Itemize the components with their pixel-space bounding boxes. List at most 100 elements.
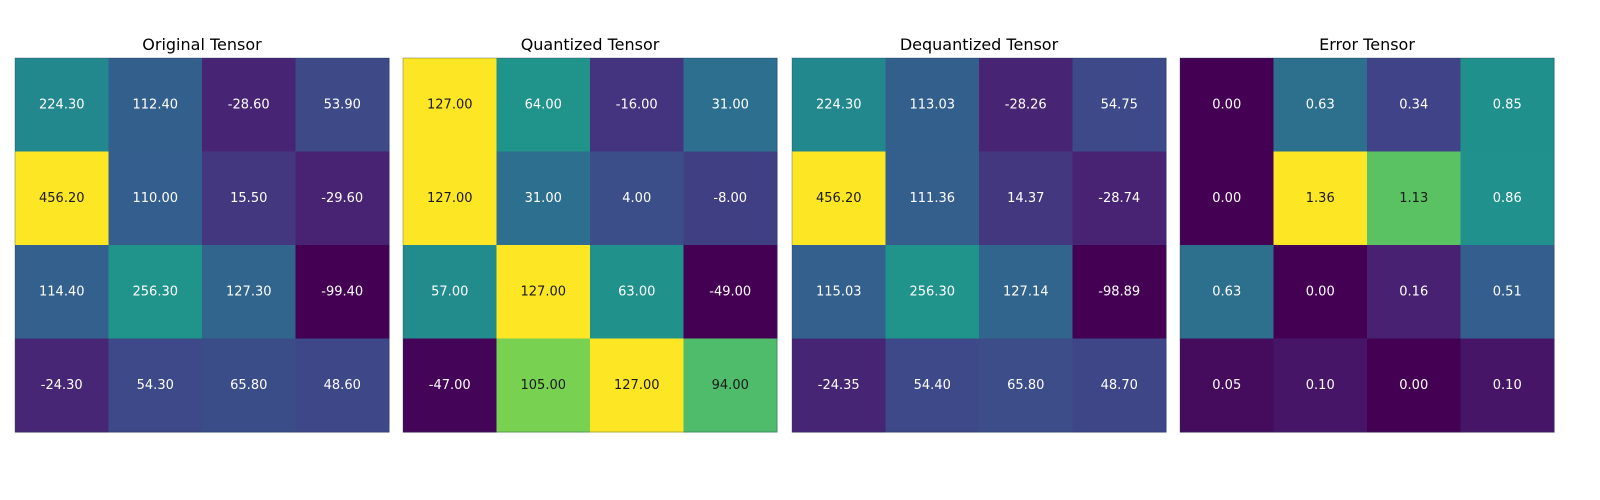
heatmap-cell — [1460, 151, 1555, 246]
heatmap-panel-3: Dequantized Tensor 224.30 113.03 -28.26 54.7… — [791, 35, 1167, 433]
heatmap-title: Dequantized Tensor — [900, 35, 1059, 54]
heatmap-cell-label: 127.00 — [427, 97, 473, 112]
heatmap-cell-label: 127.30 — [226, 284, 272, 299]
heatmap-cell — [403, 151, 497, 246]
heatmap-frame — [402, 57, 778, 433]
heatmap-cell-label: -47.00 — [429, 378, 471, 393]
heatmap-cell — [683, 151, 778, 246]
heatmap-cell-label: 31.00 — [712, 97, 749, 112]
heatmap-cell-label: -24.35 — [818, 378, 860, 393]
heatmap-cell — [202, 338, 296, 433]
heatmap-title: Quantized Tensor — [521, 35, 660, 54]
heatmap-cell-label: 256.30 — [910, 284, 956, 299]
heatmap-cell-label: 1.13 — [1399, 191, 1428, 206]
heatmap-cell-label: -28.74 — [1098, 191, 1140, 206]
heatmap-cell-label: 224.30 — [816, 97, 862, 112]
heatmap-cell — [1273, 338, 1368, 433]
heatmap-cell-label: -8.00 — [713, 191, 747, 206]
heatmap-cell-label: 127.00 — [614, 378, 660, 393]
heatmap-cell — [979, 151, 1073, 246]
heatmap-cell — [1180, 58, 1274, 152]
heatmap-cell — [496, 58, 591, 152]
heatmap-cell — [590, 245, 684, 339]
heatmap-cell — [1180, 151, 1274, 246]
heatmap-cell-label: 114.40 — [39, 284, 85, 299]
heatmap-cell — [1273, 151, 1368, 246]
heatmap-cell-label: 63.00 — [618, 284, 655, 299]
heatmap-cell-label: 0.16 — [1399, 284, 1428, 299]
heatmap-cell — [792, 151, 886, 246]
heatmap-cell — [403, 245, 497, 339]
heatmap-cell-label: 94.00 — [712, 378, 749, 393]
heatmap-cell-label: 53.90 — [324, 97, 361, 112]
heatmap-cell — [1072, 58, 1167, 152]
heatmap-cell-label: -99.40 — [321, 284, 363, 299]
heatmap-cell — [590, 151, 684, 246]
heatmap-cell — [15, 58, 109, 152]
heatmap-cell-label: 113.03 — [910, 97, 956, 112]
heatmap-cell — [295, 151, 390, 246]
heatmap-cell-label: 0.00 — [1212, 191, 1241, 206]
heatmap-cell-label: 0.34 — [1399, 97, 1428, 112]
heatmap-cell — [979, 58, 1073, 152]
heatmap-cell — [1072, 338, 1167, 433]
heatmap-panel-4: Error Tensor 0.00 0.63 0.34 0.85 0.00 1.36 1.13… — [1179, 35, 1555, 433]
heatmap-cell — [792, 338, 886, 433]
heatmap-cell — [295, 338, 390, 433]
heatmap-panel-2: Quantized Tensor 127.00 64.00 -16.00 31.00 12… — [402, 35, 778, 433]
heatmap-frame — [14, 57, 390, 433]
heatmap-cell-label: -28.26 — [1005, 97, 1047, 112]
heatmap-cell — [1072, 245, 1167, 339]
heatmap-cell-label: 1.36 — [1306, 191, 1335, 206]
heatmap-cell-label: 14.37 — [1007, 191, 1044, 206]
heatmap-panel-1: Original Tensor 224.30 112.40 -28.60 53.90 45… — [14, 35, 390, 433]
heatmap-cell-label: 224.30 — [39, 97, 85, 112]
heatmap-cell — [202, 58, 296, 152]
heatmap-cell — [683, 338, 778, 433]
heatmap-cell-label: 115.03 — [816, 284, 862, 299]
heatmap-cell-label: -28.60 — [228, 97, 270, 112]
heatmap-cell-label: 0.00 — [1212, 97, 1241, 112]
heatmap-cell-label: 15.50 — [230, 191, 267, 206]
heatmap-cell-label: 127.14 — [1003, 284, 1049, 299]
heatmap-cell — [792, 245, 886, 339]
heatmap-cell — [108, 338, 203, 433]
heatmap-cell-label: -16.00 — [616, 97, 658, 112]
heatmap-cell — [108, 151, 203, 246]
heatmap-cell-label: 0.63 — [1306, 97, 1335, 112]
heatmap-cell — [683, 245, 778, 339]
heatmap-cell-label: 127.00 — [427, 191, 473, 206]
heatmap-cell — [403, 58, 497, 152]
heatmap-cell — [1460, 58, 1555, 152]
heatmap-cell-label: 48.70 — [1101, 378, 1138, 393]
heatmap-cell-label: 112.40 — [133, 97, 179, 112]
heatmap-cell-label: 4.00 — [622, 191, 651, 206]
heatmap-cell-label: -98.89 — [1098, 284, 1140, 299]
heatmap-cell — [15, 151, 109, 246]
heatmap-frame — [791, 57, 1167, 433]
heatmap-cell-label: 48.60 — [324, 378, 361, 393]
heatmap-cell — [202, 245, 296, 339]
heatmap-cell-label: 0.00 — [1399, 378, 1428, 393]
heatmap-frame — [1179, 57, 1555, 433]
heatmap-cell-label: 0.85 — [1493, 97, 1522, 112]
heatmap-cell — [590, 58, 684, 152]
heatmap-cell — [979, 245, 1073, 339]
heatmap-cell-label: 54.75 — [1101, 97, 1138, 112]
heatmap-cell-label: 105.00 — [521, 378, 567, 393]
heatmap-cell — [295, 245, 390, 339]
heatmap-cell — [1180, 338, 1274, 433]
heatmap-cell — [1460, 245, 1555, 339]
heatmap-cell — [683, 58, 778, 152]
heatmap-cell-label: 111.36 — [910, 191, 956, 206]
heatmap-cell-label: 0.10 — [1306, 378, 1335, 393]
heatmap-cell — [295, 58, 390, 152]
heatmap-cell — [1072, 151, 1167, 246]
heatmap-cell-label: 0.86 — [1493, 191, 1522, 206]
heatmap-cell-label: 456.20 — [39, 191, 85, 206]
heatmap-cell-label: 0.10 — [1493, 378, 1522, 393]
heatmap-cell — [885, 245, 980, 339]
heatmap-title: Original Tensor — [142, 35, 262, 54]
heatmap-cell-label: -49.00 — [709, 284, 751, 299]
